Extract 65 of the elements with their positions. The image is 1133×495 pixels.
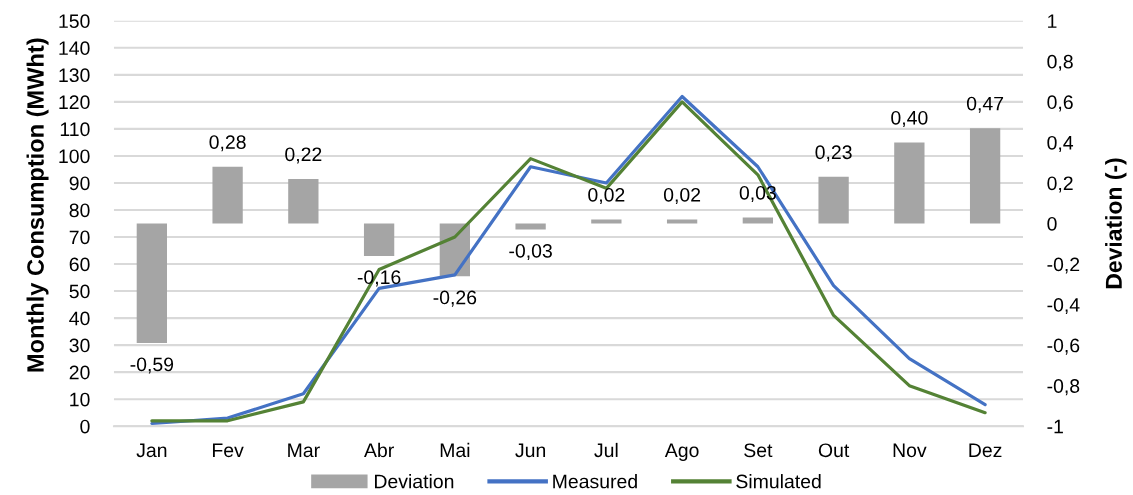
data-label: 0,40 bbox=[891, 110, 928, 127]
y2-tick-label: -0,4 bbox=[1047, 298, 1080, 315]
y2-tick-label: 0,2 bbox=[1047, 176, 1073, 193]
data-label: -0,03 bbox=[509, 243, 552, 261]
x-tick-label: Set bbox=[744, 443, 773, 458]
y2-axis-title: Deviation (-) bbox=[1105, 158, 1127, 289]
y-tick-label: 60 bbox=[69, 257, 90, 272]
data-label: -0,26 bbox=[433, 290, 477, 307]
x-tick-label: Jan bbox=[136, 443, 167, 458]
y2-tick-label: -0,8 bbox=[1047, 379, 1080, 396]
y2-tick-label: 0,6 bbox=[1047, 95, 1073, 112]
x-tick-label: Out bbox=[818, 443, 850, 458]
data-label: 0,47 bbox=[966, 96, 1004, 113]
data-label: 0,23 bbox=[815, 145, 852, 162]
y2-tick-label: -0,2 bbox=[1047, 257, 1080, 274]
bar bbox=[591, 219, 622, 224]
y-tick-label: 30 bbox=[69, 338, 90, 353]
x-tick-label: Jul bbox=[594, 442, 618, 458]
y-tick-label: 90 bbox=[69, 176, 90, 191]
y-tick-label: 100 bbox=[59, 149, 90, 164]
x-tick-label: Abr bbox=[364, 442, 394, 458]
bar bbox=[136, 223, 168, 344]
y-tick-label: 150 bbox=[59, 14, 90, 29]
bar bbox=[363, 223, 395, 256]
y-tick-label: 0 bbox=[80, 419, 90, 434]
x-tick-label: Mar bbox=[288, 443, 320, 458]
y-tick-label: 130 bbox=[59, 68, 90, 83]
y-tick-label: 10 bbox=[70, 392, 90, 407]
data-label: 0,02 bbox=[588, 187, 625, 204]
y2-tick-label: 1 bbox=[1048, 14, 1057, 28]
y-axis-title: Monthly Consumption (MWht) bbox=[26, 38, 49, 372]
legend-label: Measured bbox=[553, 474, 637, 489]
y-tick-label: 80 bbox=[69, 203, 90, 218]
bar bbox=[894, 142, 925, 224]
x-tick-label: Ago bbox=[664, 443, 699, 461]
data-label: -0,59 bbox=[130, 357, 174, 374]
x-tick-label: Nov bbox=[893, 443, 927, 458]
bar bbox=[212, 166, 243, 224]
bar bbox=[515, 223, 546, 230]
y2-tick-label: 0,8 bbox=[1047, 54, 1073, 71]
y-tick-label: 70 bbox=[69, 230, 90, 245]
y-tick-label: 120 bbox=[59, 95, 90, 110]
data-label: 0,28 bbox=[209, 135, 246, 152]
x-tick-label: Fev bbox=[212, 443, 244, 458]
y-tick-label: 140 bbox=[59, 41, 90, 56]
data-label: 0,02 bbox=[663, 187, 701, 204]
y2-tick-label: 0 bbox=[1047, 216, 1057, 231]
legend-label: Simulated bbox=[736, 474, 821, 489]
y2-tick-label: 0,4 bbox=[1047, 135, 1074, 152]
bar bbox=[288, 178, 319, 224]
y2-tick-label: -1 bbox=[1047, 419, 1063, 434]
bar bbox=[742, 217, 774, 224]
y-tick-label: 20 bbox=[69, 365, 90, 380]
y-tick-label: 40 bbox=[69, 311, 90, 326]
x-tick-label: Dez bbox=[969, 443, 1002, 458]
x-tick-label: Jun bbox=[515, 443, 546, 458]
bar bbox=[666, 219, 698, 224]
y-tick-label: 110 bbox=[60, 122, 90, 137]
legend-label: Deviation bbox=[374, 474, 454, 489]
data-label: 0,22 bbox=[285, 147, 322, 164]
bar bbox=[818, 176, 849, 224]
x-tick-label: Mai bbox=[440, 442, 470, 458]
bar bbox=[969, 128, 1001, 224]
y2-tick-label: -0,6 bbox=[1047, 338, 1080, 355]
y-tick-label: 50 bbox=[69, 284, 90, 299]
